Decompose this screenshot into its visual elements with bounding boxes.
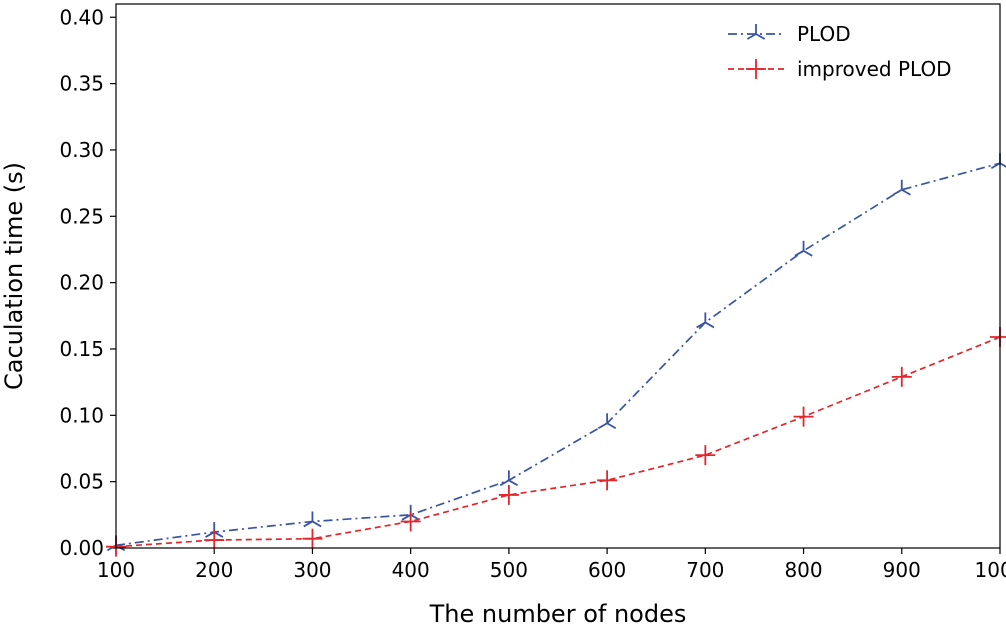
y-tick-label: 0.35 xyxy=(59,72,104,96)
legend-item: PLOD xyxy=(728,22,851,46)
data-point xyxy=(696,312,715,329)
legend-label: PLOD xyxy=(797,22,851,46)
y-tick-label: 0.40 xyxy=(59,5,104,29)
y-tick-label: 0.25 xyxy=(59,204,104,228)
x-tick-label: 600 xyxy=(588,558,626,582)
x-tick-label: 500 xyxy=(490,558,528,582)
series-1 xyxy=(106,327,1006,557)
data-point xyxy=(794,240,813,257)
legend-item: improved PLOD xyxy=(728,57,952,81)
y-tick-label: 0.15 xyxy=(59,337,104,361)
series-line xyxy=(115,336,1001,548)
x-tick-label: 800 xyxy=(784,558,822,582)
y-tick-label: 0.30 xyxy=(59,138,104,162)
legend: PLOD improved PLOD xyxy=(728,22,952,81)
series-line xyxy=(115,162,1001,547)
legend-marker xyxy=(746,59,766,79)
data-point xyxy=(204,530,225,551)
data-point xyxy=(400,511,421,532)
plot-frame xyxy=(115,3,1001,549)
y-tick-label: 0.10 xyxy=(59,403,104,427)
y-tick-label: 0.00 xyxy=(59,536,104,560)
y-axis-label: Caculation time (s) xyxy=(0,162,28,390)
data-point xyxy=(302,528,323,549)
x-tick-label: 300 xyxy=(293,558,331,582)
axis-ticks: 100 200 300 400 500 600 700 800 900 1000 0.00 0.05 0… xyxy=(59,5,1006,582)
x-tick-label: 400 xyxy=(392,558,430,582)
x-tick-label: 1000 xyxy=(975,558,1006,582)
legend-marker xyxy=(746,24,766,40)
data-point xyxy=(303,511,322,528)
x-tick-label: 200 xyxy=(195,558,233,582)
y-tick-label: 0.05 xyxy=(59,470,104,494)
data-point xyxy=(498,484,519,505)
data-point xyxy=(891,366,912,387)
data-point xyxy=(990,153,1006,169)
data-point xyxy=(990,327,1006,348)
data-point xyxy=(695,445,716,466)
x-tick-label: 700 xyxy=(686,558,724,582)
series-0 xyxy=(106,153,1006,552)
x-tick-label: 900 xyxy=(883,558,921,582)
data-point xyxy=(499,470,518,487)
data-point xyxy=(793,406,814,427)
x-axis-label: The number of nodes xyxy=(429,600,687,628)
y-tick-label: 0.20 xyxy=(59,271,104,295)
data-point xyxy=(892,179,911,196)
data-point xyxy=(597,470,618,491)
series-layer xyxy=(106,153,1006,557)
data-point xyxy=(598,413,617,430)
legend-label: improved PLOD xyxy=(797,57,952,81)
x-tick-label: 100 xyxy=(97,558,135,582)
